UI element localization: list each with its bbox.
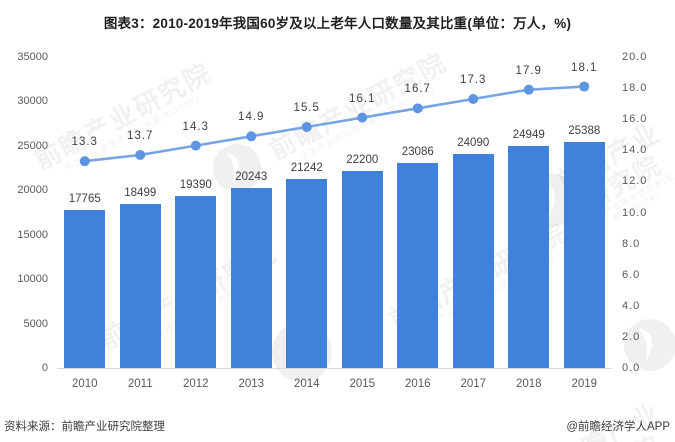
line-value-label: 14.3 [182, 120, 209, 133]
bar-value-label: 25388 [568, 125, 601, 138]
percentage-line-series [79, 81, 590, 167]
bar-2017 [452, 153, 494, 368]
x-axis-label-2016: 2016 [404, 378, 431, 390]
line-value-label: 18.1 [571, 61, 598, 74]
left-axis-tick: 35000 [17, 51, 48, 63]
line-marker [468, 93, 479, 104]
line-value-label: 13.3 [71, 136, 98, 149]
line-marker [523, 84, 534, 95]
line-marker [301, 121, 312, 132]
line-value-label: 15.5 [293, 101, 320, 114]
x-axis-label-2015: 2015 [349, 378, 376, 390]
left-axis-tick: 0 [41, 362, 48, 374]
bar-value-label: 18499 [124, 186, 157, 199]
left-axis-tick: 20000 [17, 184, 48, 197]
line-marker [79, 156, 90, 167]
right-axis-tick: 0.0 [622, 362, 641, 374]
bar-2016 [397, 162, 439, 368]
x-axis-label-2017: 2017 [460, 378, 487, 390]
right-axis-tick: 12.0 [622, 175, 648, 188]
bar-value-label: 23086 [401, 145, 434, 158]
left-axis-tick: 5000 [23, 317, 48, 330]
x-axis-label-2018: 2018 [515, 378, 542, 390]
bar-value-label: 17765 [68, 193, 101, 206]
bar-value-label: 24090 [457, 136, 490, 149]
right-axis-tick: 14.0 [622, 144, 648, 157]
x-axis-label-2019: 2019 [571, 378, 598, 390]
bar-2010 [64, 210, 106, 368]
bar-2011 [119, 203, 161, 368]
right-axis-tick: 4.0 [622, 299, 641, 312]
left-axis-tick: 15000 [17, 228, 48, 241]
line-value-label: 17.3 [460, 73, 487, 86]
line-value-label: 13.7 [127, 129, 154, 142]
line-marker [412, 103, 423, 114]
line-path [84, 85, 585, 163]
line-value-label: 16.7 [404, 83, 431, 96]
x-axis-label-2011: 2011 [127, 378, 153, 390]
line-value-label: 16.1 [349, 92, 376, 105]
bar-value-label: 20243 [235, 171, 268, 184]
left-axis-tick: 25000 [17, 139, 48, 152]
left-axis-tick: 30000 [17, 95, 48, 108]
bar-2013 [230, 188, 272, 368]
x-axis-label-2012: 2012 [182, 378, 209, 390]
chart-title: 图表3：2010-2019年我国60岁及以上老年人口数量及其比重(单位：万人，%… [103, 16, 572, 31]
x-axis-label-2014: 2014 [293, 378, 320, 390]
right-axis-tick: 10.0 [622, 206, 648, 219]
line-marker [246, 131, 257, 142]
line-marker [190, 140, 201, 151]
bar-2012 [175, 195, 217, 368]
bar-value-label: 22200 [346, 153, 379, 166]
right-axis-tick: 20.0 [622, 51, 648, 63]
left-axis-tick: 10000 [17, 273, 48, 286]
line-value-label: 14.9 [238, 111, 265, 124]
bar-2015 [341, 170, 383, 368]
line-value-label: 17.9 [515, 64, 542, 77]
source-note: 资料来源：前瞻产业研究院整理 [4, 421, 165, 433]
line-marker [579, 81, 590, 92]
line-marker [357, 112, 368, 123]
bar-value-label: 24949 [512, 129, 545, 142]
bar-2019 [563, 142, 605, 368]
x-axis-label-2013: 2013 [238, 378, 265, 390]
x-axis-label-2010: 2010 [71, 378, 98, 390]
right-axis-tick: 6.0 [622, 268, 641, 281]
line-marker [135, 149, 146, 160]
bar-value-label: 21242 [290, 162, 323, 175]
bar-2014 [286, 179, 328, 368]
bar-value-label: 19390 [179, 178, 212, 191]
plot-area: 17765 18499 19390 20243 21242 22200 23086 24090… [57, 57, 612, 369]
right-axis-tick: 18.0 [622, 82, 648, 95]
credit-note: @前瞻经济学人APP [566, 421, 670, 433]
right-axis-tick: 2.0 [622, 330, 641, 343]
bar-2018 [508, 146, 550, 368]
right-axis-tick: 16.0 [622, 113, 648, 126]
right-axis-tick: 8.0 [622, 237, 641, 250]
